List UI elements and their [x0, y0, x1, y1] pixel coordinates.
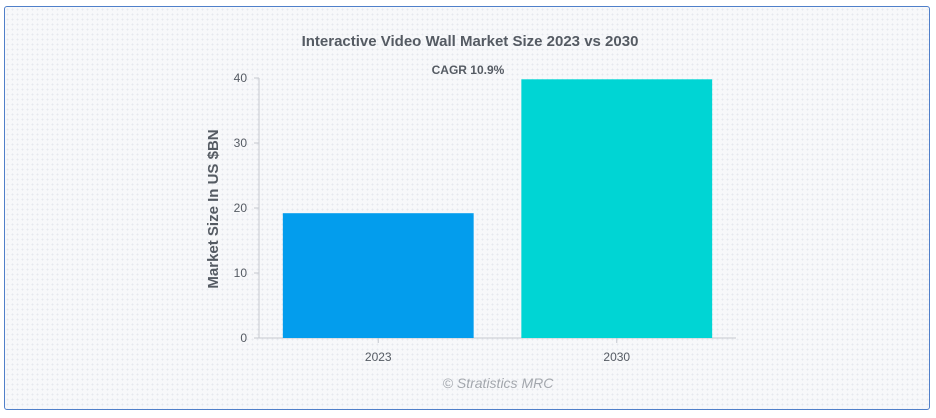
credit-text: © Stratistics MRC: [443, 375, 555, 391]
x-tick-label-2030: 2030: [603, 350, 630, 364]
y-tick-label: 0: [240, 331, 247, 345]
x-axis-ticks: 2023 2030: [365, 338, 630, 364]
chart-container: [4, 6, 930, 410]
x-tick-label-2023: 2023: [365, 350, 392, 364]
bars: [282, 79, 713, 339]
y-tick-label: 10: [234, 266, 248, 280]
y-tick-label: 20: [234, 201, 248, 215]
bar-2030[interactable]: [521, 79, 713, 339]
y-axis-ticks: 0 10 20 30 40: [234, 71, 259, 345]
chart-title: Interactive Video Wall Market Size 2023 …: [302, 33, 639, 50]
bar-2023[interactable]: [282, 213, 474, 338]
y-tick-label: 30: [234, 136, 248, 150]
y-tick-label: 40: [234, 71, 248, 85]
y-axis-label: Market Size In US $BN: [205, 129, 222, 288]
cagr-annotation: CAGR 10.9%: [432, 63, 505, 77]
